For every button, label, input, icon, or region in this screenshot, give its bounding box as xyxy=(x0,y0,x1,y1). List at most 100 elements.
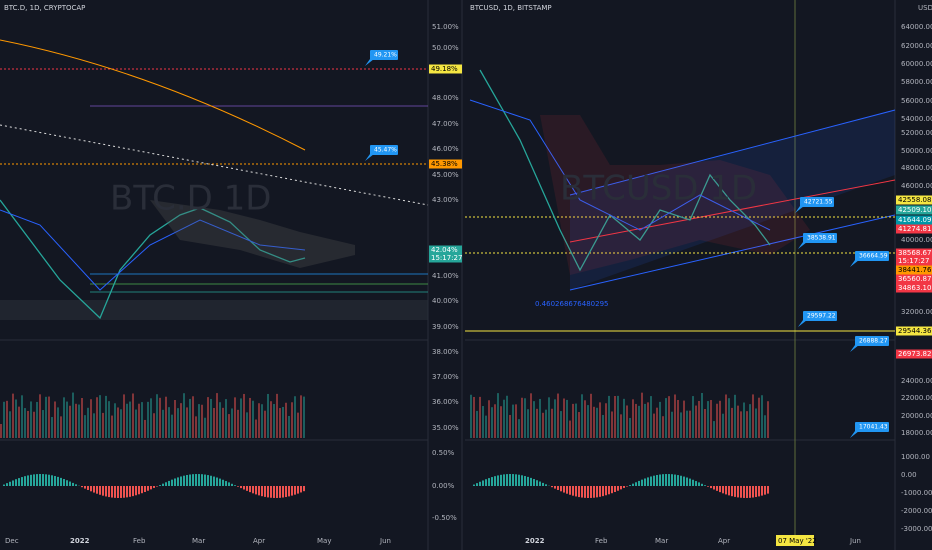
callout-label: 42721.55 xyxy=(804,199,833,206)
volume-bar xyxy=(749,404,751,438)
y-tick-label: 60000.00 xyxy=(901,60,932,68)
macd-bar xyxy=(252,486,254,494)
macd-bar xyxy=(270,486,272,498)
volume-bar xyxy=(503,399,505,438)
time-label: Apr xyxy=(253,537,265,545)
volume-bar xyxy=(590,393,592,438)
price-tag xyxy=(896,224,932,234)
macd-bar xyxy=(716,486,718,491)
volume-bar xyxy=(665,398,667,438)
volume-bar xyxy=(608,395,610,438)
price-tag-label: 15:17:27 xyxy=(431,254,462,262)
macd-bar xyxy=(45,474,47,486)
macd-bar xyxy=(749,486,751,498)
volume-bar xyxy=(581,394,583,438)
price-line xyxy=(479,69,771,272)
volume-bar xyxy=(27,410,29,438)
y-tick-label: 46000.00 xyxy=(901,182,932,190)
volume-bar xyxy=(57,407,59,438)
callout-pointer xyxy=(365,59,374,66)
price-tag-label: 34863.10 xyxy=(898,284,931,292)
macd-bar xyxy=(276,486,278,498)
volume-bar xyxy=(620,414,622,438)
callout xyxy=(370,50,398,60)
volume-bar xyxy=(285,402,287,438)
callout xyxy=(855,422,889,432)
callout-pointer xyxy=(798,242,807,249)
macd-bar xyxy=(575,486,577,497)
time-label: 07 May '22 xyxy=(778,537,817,545)
macd-bar xyxy=(255,486,257,495)
macd-bar xyxy=(491,477,493,486)
macd-bar xyxy=(75,484,77,486)
volume-bar xyxy=(734,394,736,438)
volume-bar xyxy=(500,406,502,438)
volume-bar xyxy=(515,404,517,438)
volume-bar xyxy=(102,412,104,438)
zone xyxy=(0,300,428,320)
macd-bar xyxy=(542,482,544,486)
macd-bar xyxy=(114,486,116,498)
volume-bar xyxy=(737,405,739,438)
volume-bar xyxy=(560,411,562,438)
volume-bar xyxy=(123,394,125,438)
price-tag-label: 29544.36 xyxy=(898,327,932,335)
macd-bar xyxy=(557,486,559,490)
volume-bar xyxy=(476,410,478,438)
volume-bar xyxy=(527,409,529,438)
macd-bar xyxy=(93,486,95,493)
volume-bar xyxy=(563,398,565,438)
volume-bar xyxy=(635,403,637,438)
volume-bar xyxy=(90,399,92,438)
macd-bar xyxy=(210,475,212,486)
volume-bar xyxy=(261,404,263,438)
volume-bar xyxy=(201,404,203,438)
volume-bar xyxy=(743,402,745,438)
macd-bar xyxy=(569,486,571,495)
macd-bar xyxy=(767,486,769,494)
macd-bar xyxy=(282,486,284,498)
volume-bar xyxy=(240,398,242,438)
macd-bar xyxy=(294,486,296,495)
macd-bar xyxy=(554,486,556,489)
macd-bar xyxy=(698,482,700,486)
macd-bar xyxy=(117,486,119,498)
volume-bar xyxy=(518,419,520,438)
macd-bar xyxy=(144,486,146,492)
macd-bar xyxy=(605,486,607,496)
macd-bar xyxy=(90,486,92,492)
channel-line xyxy=(569,109,896,196)
macd-bar xyxy=(641,479,643,486)
volume-bar xyxy=(162,409,164,438)
volume-bar xyxy=(542,412,544,438)
macd-bar xyxy=(162,483,164,486)
macd-bar xyxy=(234,485,236,486)
watermark: BTC.D 1D xyxy=(110,179,271,219)
volume-bar xyxy=(641,392,643,438)
volume-bar xyxy=(153,413,155,438)
volume-bar xyxy=(494,404,496,438)
volume-bar xyxy=(3,401,5,438)
volume-bar xyxy=(716,403,718,438)
volume-bar xyxy=(180,403,182,438)
y-tick-label: 51.00% xyxy=(432,23,459,31)
macd-bar xyxy=(494,476,496,486)
macd-bar xyxy=(734,486,736,497)
macd-bar xyxy=(722,486,724,494)
macd-bar xyxy=(473,484,475,486)
macd-bar xyxy=(686,477,688,486)
volume-bar xyxy=(701,392,703,438)
callout xyxy=(803,233,837,243)
volume-bar xyxy=(638,405,640,438)
macd-bar xyxy=(650,476,652,486)
volume-bar xyxy=(141,402,143,438)
macd-bar xyxy=(63,479,65,486)
macd-bar xyxy=(33,474,35,486)
macd-bar xyxy=(479,481,481,486)
volume-bar xyxy=(225,399,227,438)
y-tick-label: -3000.00 xyxy=(901,525,932,533)
right-decor xyxy=(461,0,896,550)
price-tag xyxy=(896,265,932,275)
macd-bar xyxy=(195,474,197,486)
y-tick-label: -2000.00 xyxy=(901,507,932,515)
